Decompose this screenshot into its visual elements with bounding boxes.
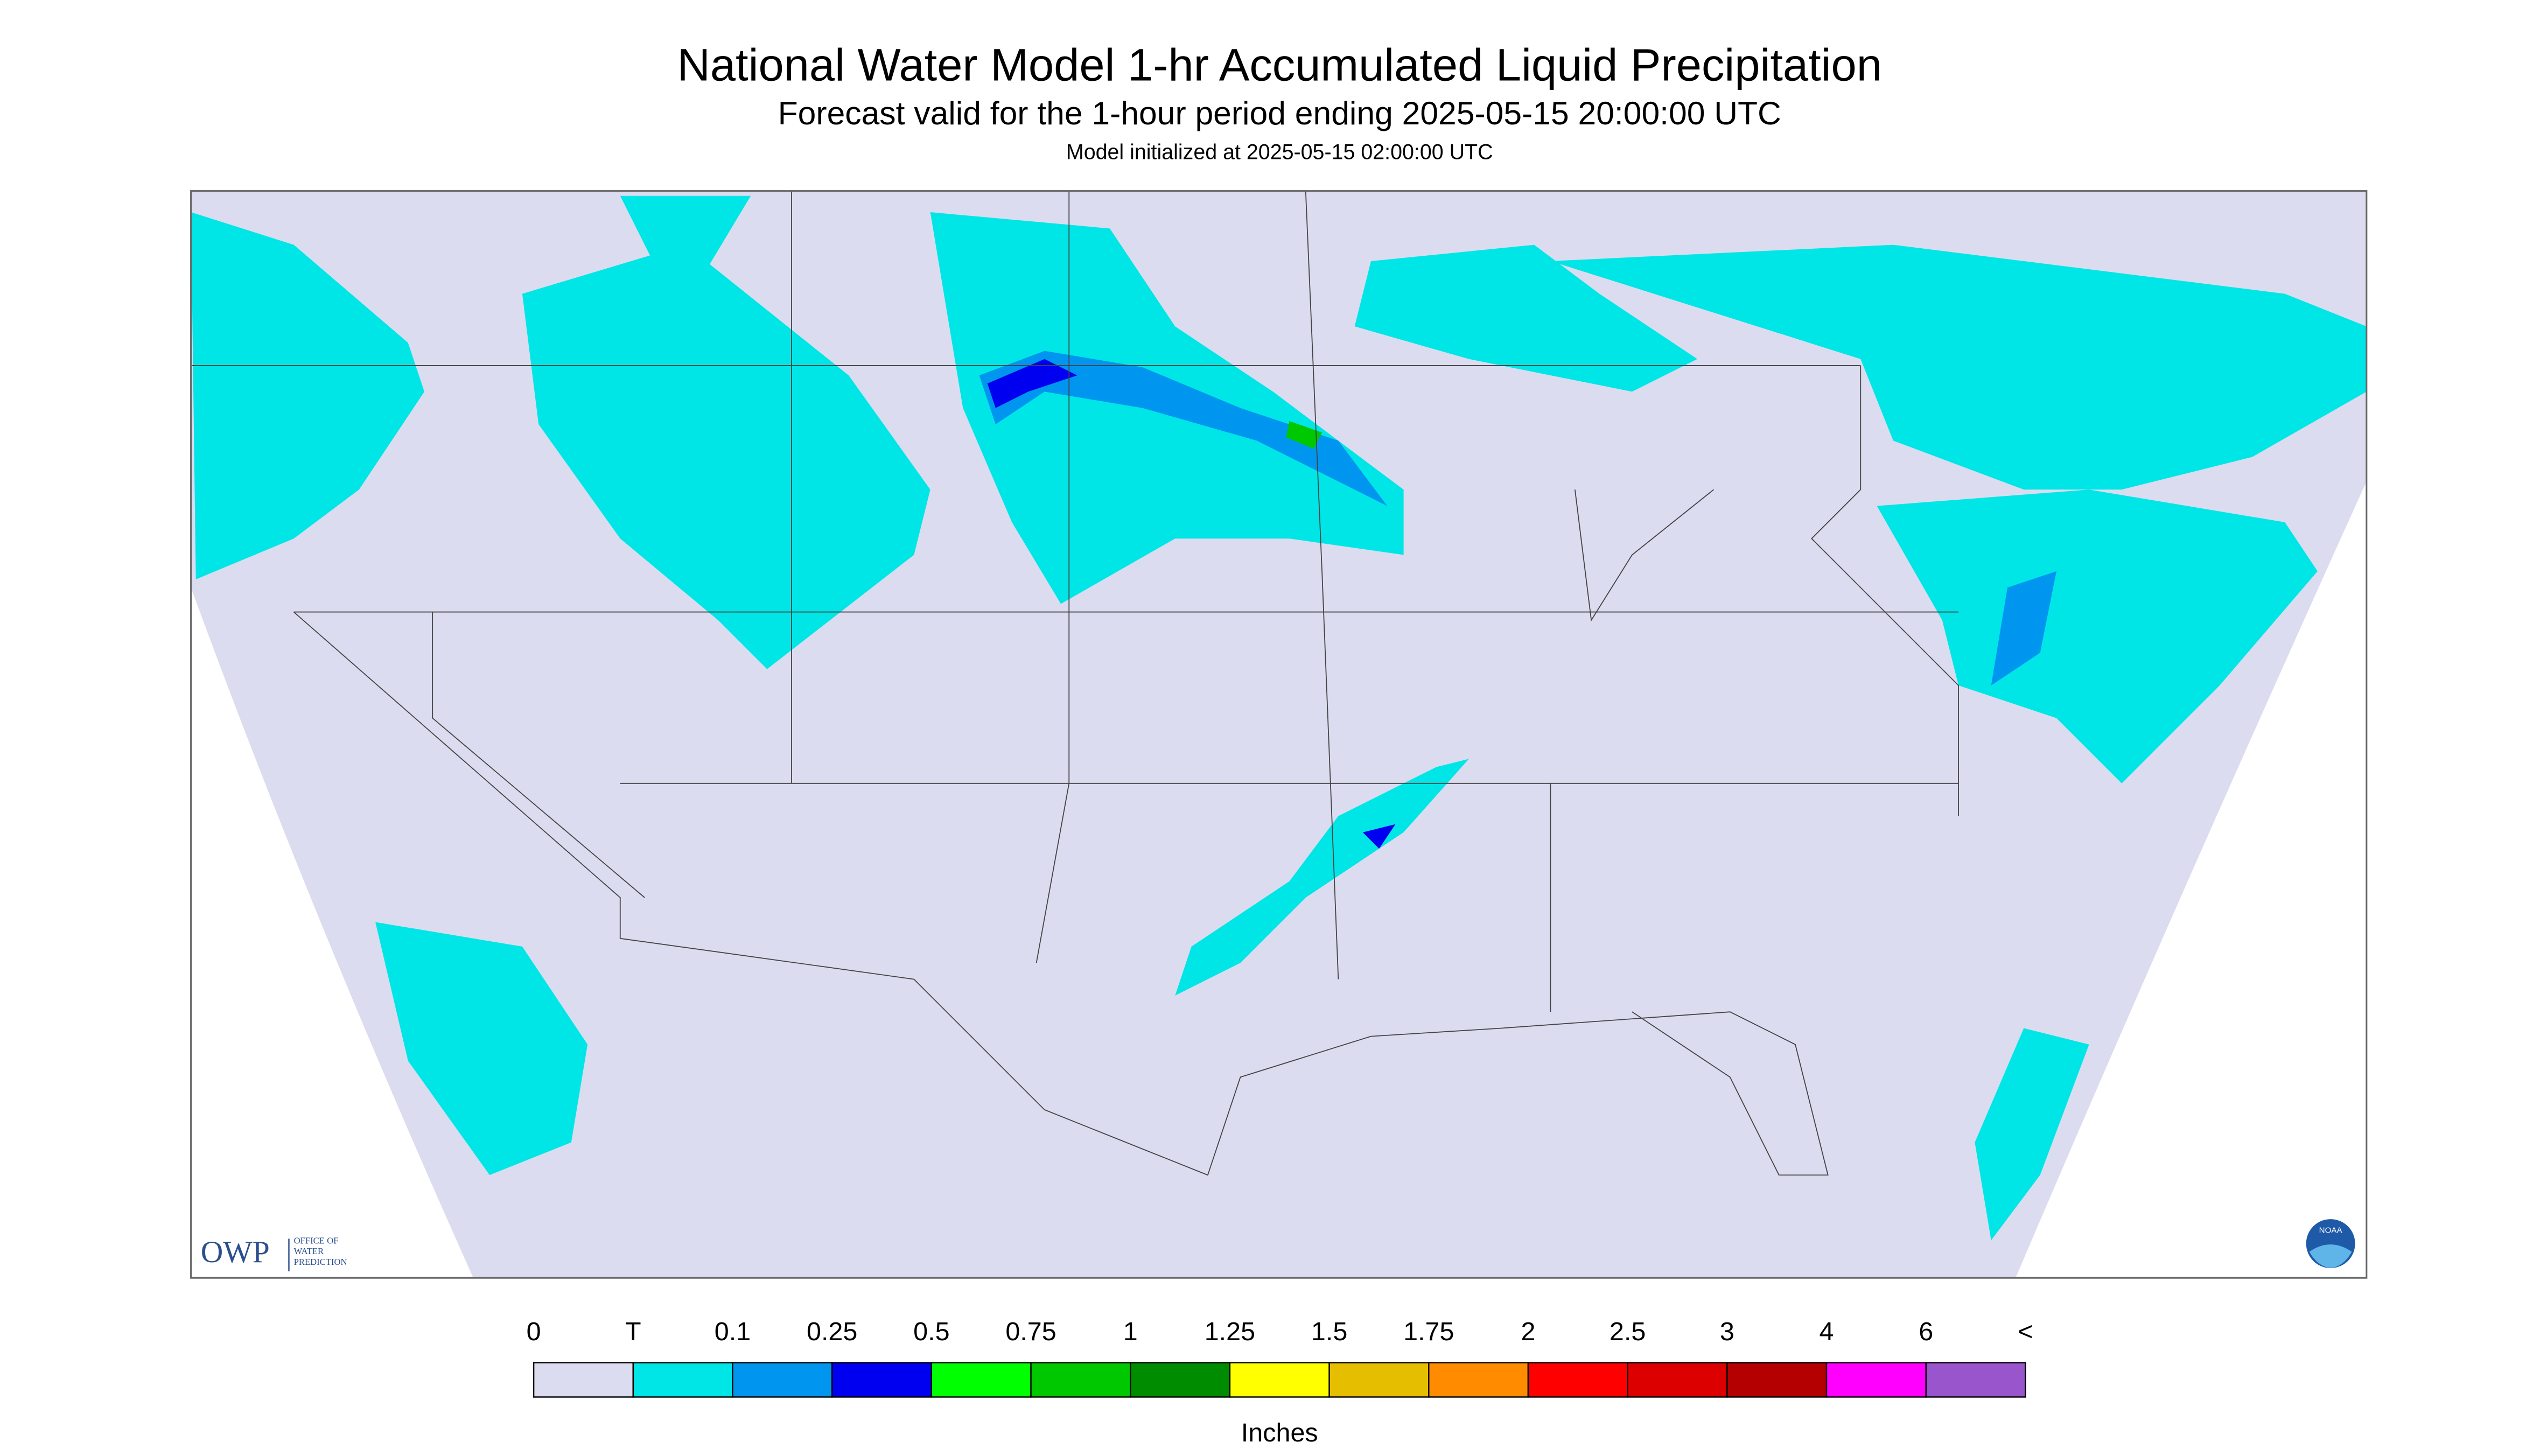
map-frame [190,190,2368,1279]
noaa-logo-text: NOAA [2319,1226,2343,1235]
precip-heavy [979,351,2056,849]
legend-label: T [625,1317,641,1346]
noaa-logo: NOAA [2306,1219,2355,1269]
legend-label: < [2018,1317,2033,1346]
legend-swatch [1925,1362,2026,1398]
map: OWP OFFICE OF WATER PREDICTION NOAA [190,190,2368,1279]
legend-swatch [1030,1362,1131,1398]
boundaries [191,191,1960,1176]
init-time: Model initialized at 2025-05-15 02:00:00… [1066,140,1493,164]
legend-label: 0 [527,1317,541,1346]
title: National Water Model 1-hr Accumulated Li… [677,39,1882,90]
legend-label: 1 [1123,1317,1138,1346]
legend-swatch [1328,1362,1430,1398]
owp-logo-line: WATER [294,1246,324,1256]
legend-label: 2 [1521,1317,1535,1346]
legend-label: 1.5 [1311,1317,1347,1346]
legend-label: 0.75 [1005,1317,1056,1346]
legend-swatch [632,1362,733,1398]
legend-label: 4 [1820,1317,1834,1346]
legend-unit: Inches [1241,1418,1318,1447]
owp-logo-line: OFFICE OF [294,1236,339,1246]
owp-logo-text: OWP [201,1235,270,1269]
owp-logo-line: PREDICTION [294,1257,347,1267]
legend-label: 0.1 [715,1317,751,1346]
legend-swatch [1726,1362,1828,1398]
legend-swatch [1229,1362,1330,1398]
legend-label: 2.5 [1610,1317,1646,1346]
legend-swatch [831,1362,933,1398]
legend-swatch [1527,1362,1628,1398]
legend-swatch [1130,1362,1231,1398]
legend-label: 6 [1919,1317,1933,1346]
legend-label: 0.5 [913,1317,949,1346]
legend-label: 0.25 [807,1317,857,1346]
legend-label: 3 [1720,1317,1734,1346]
legend-swatch [533,1362,634,1398]
precip-trace [191,195,2367,1241]
legend-label: 1.75 [1403,1317,1454,1346]
legend-swatch [1627,1362,1728,1398]
noaa-logo-wave [2309,1244,2352,1269]
legend-swatch [1825,1362,1927,1398]
legend-swatch [732,1362,833,1398]
subtitle: Forecast valid for the 1-hour period end… [778,95,1781,131]
legend-swatch [1428,1362,1529,1398]
owp-logo: OWP OFFICE OF WATER PREDICTION [201,1235,347,1272]
legend: 0 T 0.1 0.25 0.5 0.75 1 1.25 1.5 1.75 2 2.5 3 4 6 < [527,1317,2033,1398]
legend-swatch [930,1362,1032,1398]
legend-label: 1.25 [1205,1317,1255,1346]
